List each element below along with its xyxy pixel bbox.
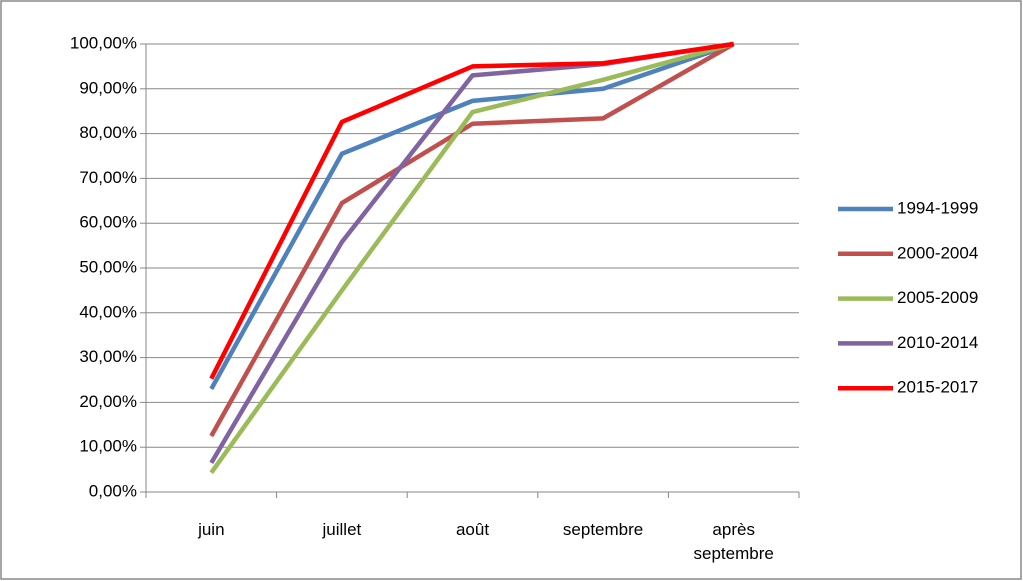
x-tick-label: juin <box>198 520 225 539</box>
legend-label: 2000-2004 <box>897 243 978 262</box>
legend-label: 1994-1999 <box>897 198 978 217</box>
y-tick-label: 10,00% <box>79 437 137 456</box>
y-tick-label: 30,00% <box>79 347 137 366</box>
y-tick-label: 100,00% <box>70 33 137 52</box>
x-tick-label: septembre <box>562 520 644 539</box>
legend-label: 2010-2014 <box>897 333 978 352</box>
x-tick-label: juillet <box>322 520 362 539</box>
y-tick-label: 40,00% <box>79 302 137 321</box>
x-tick-label: août <box>455 520 490 539</box>
x-tick-label: après septembre <box>693 520 774 563</box>
legend-label: 2005-2009 <box>897 288 978 307</box>
series-line <box>209 42 735 438</box>
y-tick-label: 80,00% <box>79 123 137 142</box>
series-line <box>209 41 735 380</box>
legend-label: 2015-2017 <box>897 378 978 397</box>
y-tick-label: 20,00% <box>79 392 137 411</box>
y-tick-label: 50,00% <box>79 257 137 276</box>
y-tick-label: 0,00% <box>89 481 137 500</box>
series-line <box>209 41 735 391</box>
series-line <box>209 41 735 475</box>
y-tick-label: 60,00% <box>79 213 137 232</box>
y-tick-label: 90,00% <box>79 78 137 97</box>
y-tick-label: 70,00% <box>79 168 137 187</box>
